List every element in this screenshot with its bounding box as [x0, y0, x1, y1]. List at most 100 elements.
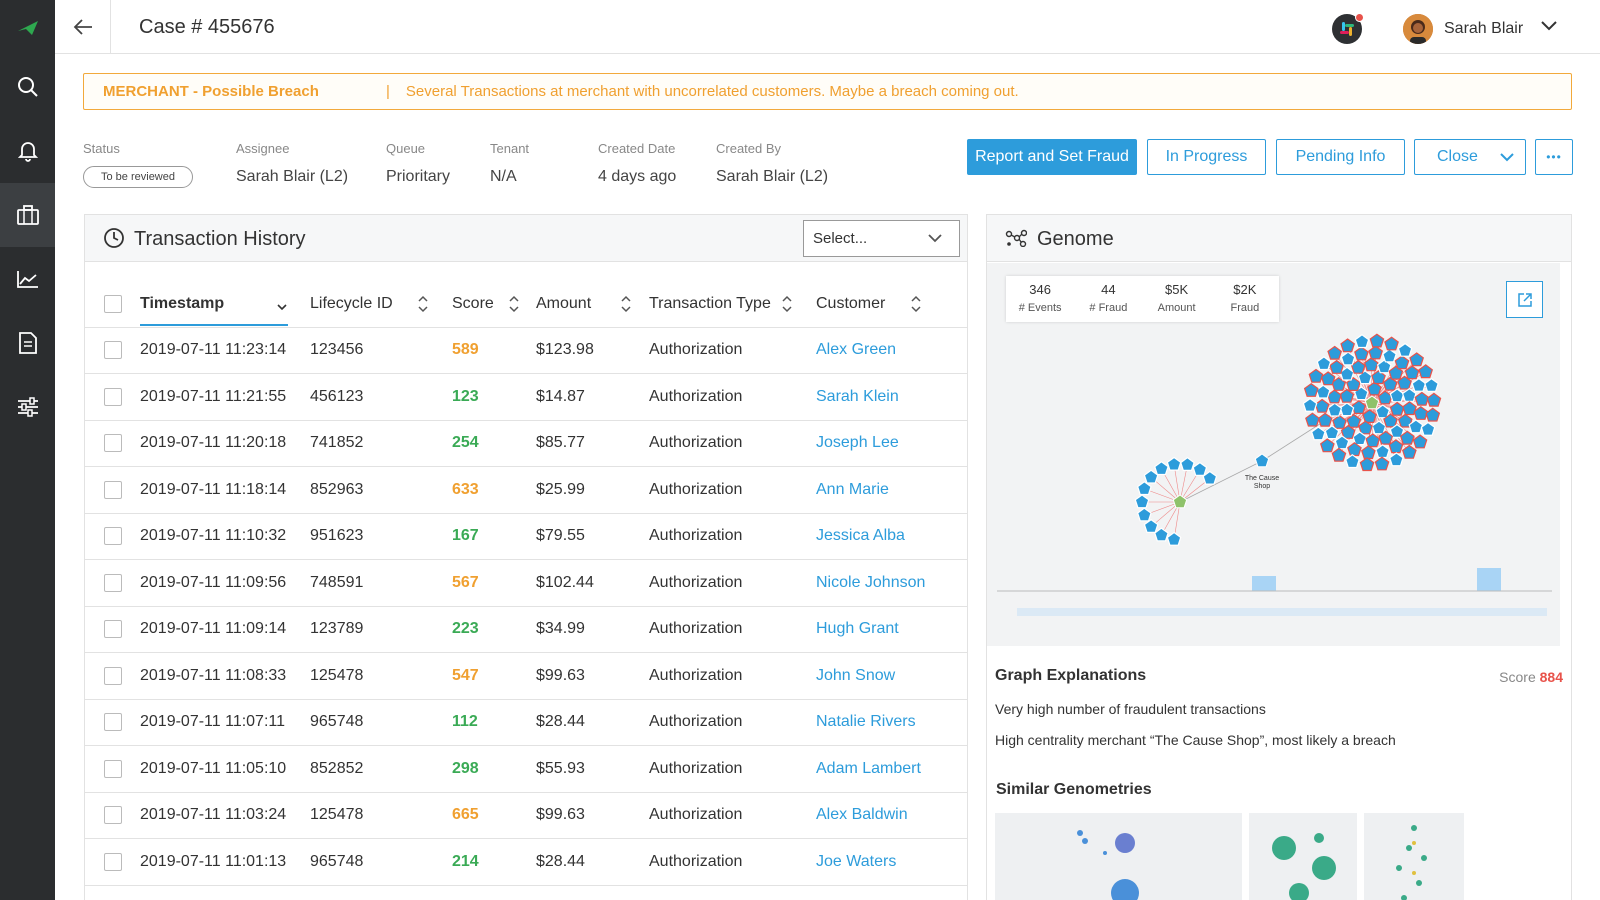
graph-node[interactable]: [1354, 346, 1369, 361]
customer-link[interactable]: Adam Lambert: [816, 745, 967, 793]
row-checkbox[interactable]: [104, 434, 122, 453]
graph-node[interactable]: [1365, 433, 1381, 448]
row-checkbox[interactable]: [104, 852, 122, 871]
column-amount[interactable]: Amount: [536, 281, 649, 328]
graph-node[interactable]: [1346, 377, 1361, 392]
graph-node[interactable]: [1375, 404, 1391, 419]
slack-icon[interactable]: [1332, 13, 1364, 44]
graph-node[interactable]: [1358, 420, 1373, 435]
chevron-down-icon[interactable]: [1540, 20, 1558, 32]
customer-link[interactable]: Alex Green: [816, 327, 967, 374]
nav-analytics[interactable]: [0, 247, 55, 311]
graph-node[interactable]: [1143, 469, 1159, 484]
table-row[interactable]: 2019-07-11 11:07:11 965748 112 $28.44 Author…: [85, 699, 967, 746]
graph-node[interactable]: [1352, 431, 1368, 446]
graph-node[interactable]: [1202, 470, 1218, 485]
nav-settings[interactable]: [0, 375, 55, 439]
graph-node[interactable]: [1136, 507, 1152, 522]
row-checkbox[interactable]: [104, 666, 122, 685]
graph-node[interactable]: [1154, 527, 1169, 542]
graph-node-merchant[interactable]: [1364, 395, 1380, 410]
customer-link[interactable]: Joe Waters: [816, 838, 967, 886]
graph-node[interactable]: [1389, 423, 1405, 438]
graph-node[interactable]: [1384, 336, 1399, 351]
graph-node[interactable]: [1305, 412, 1320, 427]
graph-node[interactable]: [1424, 377, 1439, 392]
in-progress-button[interactable]: In Progress: [1147, 139, 1266, 175]
graph-node[interactable]: [1368, 345, 1384, 360]
column-lifecycle-id[interactable]: Lifecycle ID: [310, 281, 452, 328]
graph-node[interactable]: [1420, 421, 1436, 436]
graph-node[interactable]: [1314, 398, 1330, 413]
graph-node[interactable]: [1371, 420, 1387, 435]
graph-node[interactable]: [1375, 444, 1390, 459]
graph-node[interactable]: [1411, 377, 1427, 392]
row-checkbox[interactable]: [104, 620, 122, 639]
open-external-button[interactable]: [1506, 281, 1543, 318]
graph-node[interactable]: [1351, 400, 1367, 414]
row-checkbox[interactable]: [104, 527, 122, 546]
row-checkbox[interactable]: [104, 806, 122, 825]
row-checkbox[interactable]: [104, 759, 122, 778]
graph-node[interactable]: [1347, 442, 1362, 457]
similar-genome-thumbnail[interactable]: [995, 813, 1242, 900]
graph-node[interactable]: [1319, 438, 1335, 453]
graph-node[interactable]: [1397, 342, 1413, 357]
column-transaction-type[interactable]: Transaction Type: [649, 281, 816, 328]
graph-node[interactable]: [1404, 365, 1420, 380]
row-checkbox[interactable]: [104, 387, 122, 406]
graph-node[interactable]: [1367, 381, 1382, 396]
graph-node[interactable]: [1360, 445, 1376, 460]
graph-node[interactable]: [1402, 401, 1417, 416]
report-fraud-button[interactable]: Report and Set Fraud: [967, 139, 1137, 175]
row-checkbox[interactable]: [104, 341, 122, 360]
graph-node[interactable]: [1374, 456, 1390, 471]
customer-link[interactable]: Natalie Rivers: [816, 699, 967, 746]
graph-node[interactable]: [1357, 370, 1373, 385]
graph-node[interactable]: [1192, 461, 1208, 476]
graph-node[interactable]: [1320, 371, 1336, 386]
graph-node[interactable]: [1382, 348, 1397, 363]
more-options-button[interactable]: •••: [1535, 139, 1573, 175]
graph-node[interactable]: [1369, 333, 1385, 348]
table-row[interactable]: 2019-07-11 11:21:55 456123 123 $14.87 Author…: [85, 373, 967, 421]
nav-search[interactable]: [0, 55, 55, 119]
nav-cases[interactable]: [0, 183, 55, 247]
graph-node[interactable]: [1166, 531, 1182, 546]
graph-node[interactable]: [1154, 461, 1169, 476]
graph-node[interactable]: [1254, 453, 1270, 468]
graph-node[interactable]: [1340, 424, 1356, 439]
graph-node[interactable]: [1329, 359, 1345, 374]
graph-node[interactable]: [1134, 494, 1150, 509]
customer-link[interactable]: Hugh Grant: [816, 606, 967, 653]
customer-link[interactable]: Sarah Klein: [816, 373, 967, 421]
row-checkbox[interactable]: [104, 480, 122, 499]
graph-node[interactable]: [1345, 454, 1360, 469]
nav-reports[interactable]: [0, 311, 55, 375]
graph-node-merchant[interactable]: [1172, 494, 1188, 509]
graph-node[interactable]: [1308, 368, 1324, 383]
graph-node[interactable]: [1389, 401, 1405, 416]
graph-node[interactable]: [1397, 375, 1412, 390]
table-row[interactable]: 2019-07-11 11:05:10 852852 298 $55.93 Author…: [85, 745, 967, 793]
select-all-checkbox[interactable]: [104, 294, 122, 313]
graph-node[interactable]: [1332, 414, 1347, 429]
genome-graph-area[interactable]: 346 # Events 44 # Fraud $5K Amount $2K Fraud…: [987, 263, 1560, 646]
graph-node[interactable]: [1331, 447, 1347, 462]
graph-node[interactable]: [1302, 397, 1318, 412]
graph-node[interactable]: [1413, 405, 1429, 420]
graph-node[interactable]: [1317, 412, 1333, 427]
table-row[interactable]: 2019-07-11 11:09:56 748591 567 $102.44 Autho…: [85, 559, 967, 607]
table-row[interactable]: 2019-07-11 11:03:24 125478 665 $99.63 Author…: [85, 792, 967, 839]
graph-node[interactable]: [1397, 413, 1413, 428]
row-checkbox[interactable]: [104, 573, 122, 592]
graph-node[interactable]: [1412, 434, 1428, 449]
graph-node[interactable]: [1136, 481, 1152, 496]
logo[interactable]: [0, 0, 55, 55]
graph-node[interactable]: [1324, 425, 1340, 440]
graph-node[interactable]: [1409, 352, 1425, 367]
graph-node[interactable]: [1346, 413, 1362, 428]
graph-node[interactable]: [1180, 456, 1195, 471]
graph-node[interactable]: [1371, 370, 1386, 385]
filter-select[interactable]: Select...: [803, 220, 960, 257]
